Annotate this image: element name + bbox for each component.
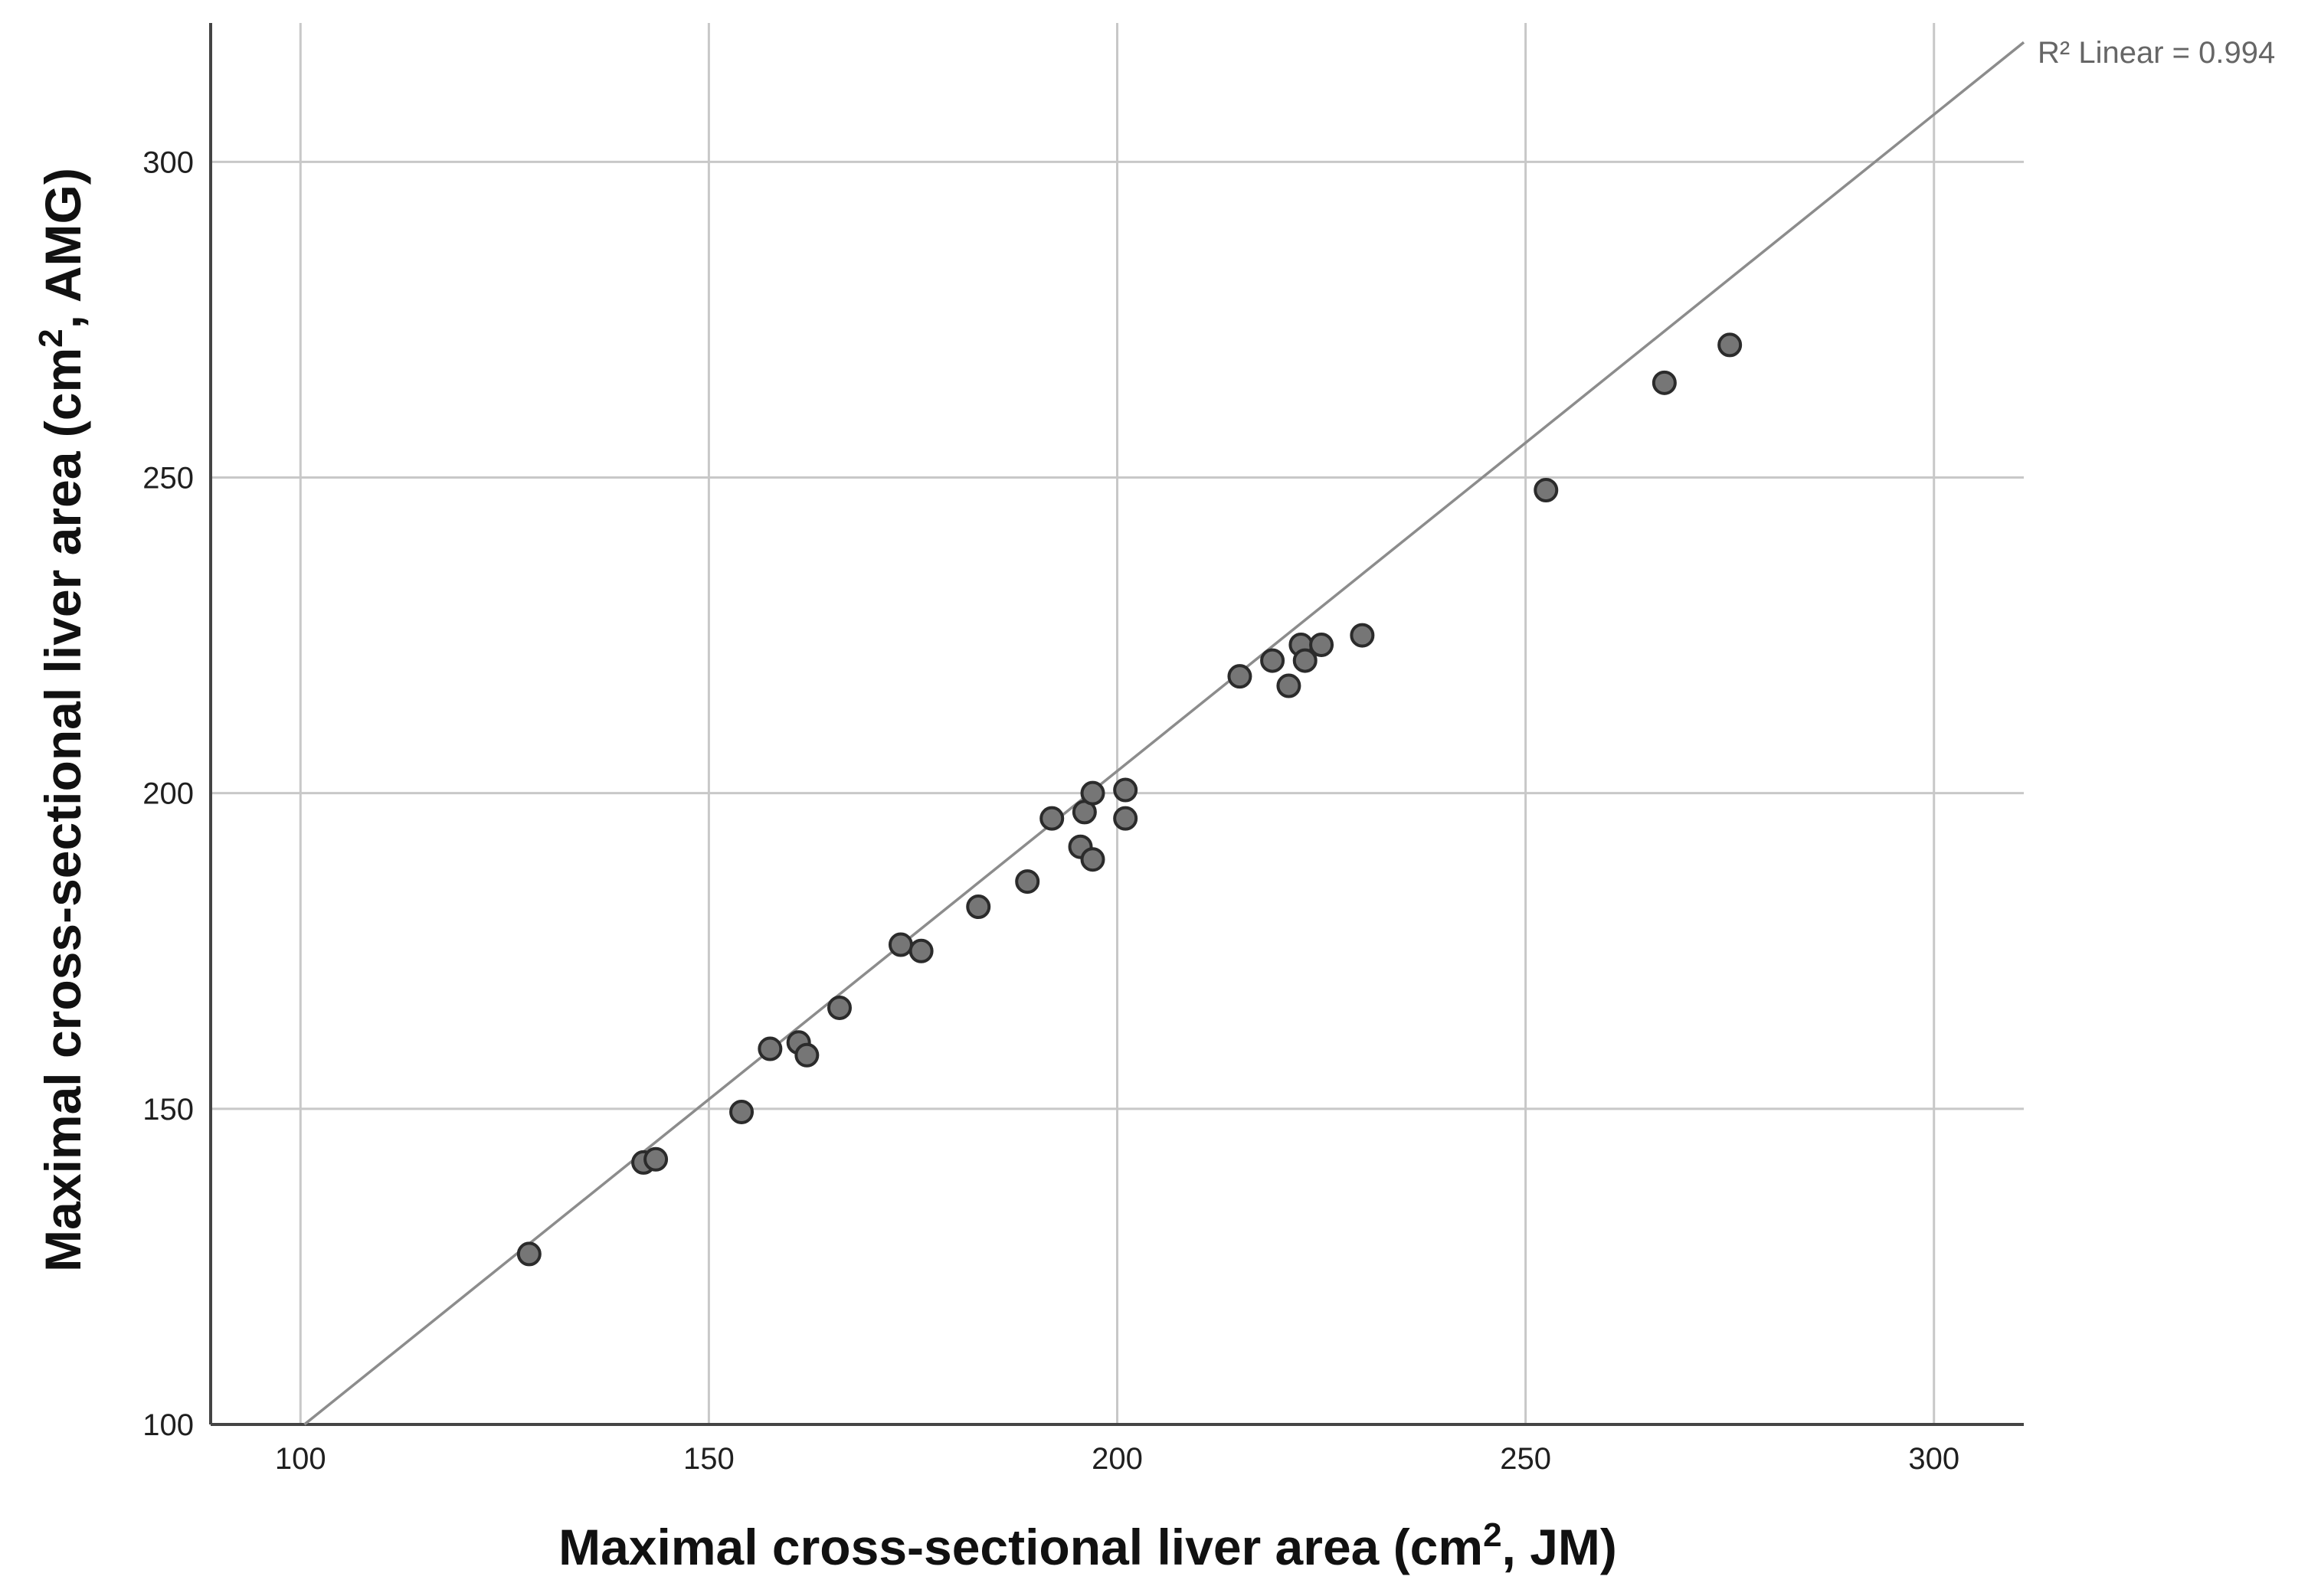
y-axis-title-prefix: Maximal cross-sectional liver area (cm	[34, 348, 91, 1272]
data-point	[1080, 780, 1105, 806]
x-axis-title-prefix: Maximal cross-sectional liver area (cm	[558, 1519, 1483, 1575]
data-point	[794, 1042, 820, 1068]
x-tick-label: 150	[683, 1442, 735, 1476]
data-points	[516, 332, 1743, 1267]
y-tick-label: 150	[142, 1093, 194, 1127]
x-axis-title: Maximal cross-sectional liver area (cm2,…	[558, 1516, 1617, 1575]
x-tick-label: 300	[1908, 1442, 1959, 1476]
grid-lines	[211, 23, 2024, 1426]
data-point	[1309, 632, 1334, 657]
data-point	[1113, 806, 1138, 831]
data-point	[758, 1036, 783, 1061]
data-point	[1350, 623, 1375, 648]
data-point	[908, 938, 934, 963]
data-point	[1113, 777, 1138, 803]
data-point	[1080, 847, 1105, 872]
data-point	[1276, 673, 1301, 698]
tick-labels: 100 150 200 250 300 100 150 200 250 300	[142, 146, 1959, 1476]
x-axis-title-sup: 2	[1483, 1516, 1501, 1554]
data-point	[1260, 648, 1285, 673]
data-point	[643, 1146, 669, 1172]
y-tick-label: 100	[142, 1408, 194, 1442]
x-tick-label: 250	[1500, 1442, 1551, 1476]
y-axis-title-sup: 2	[32, 329, 70, 347]
data-point	[1717, 332, 1743, 358]
data-point	[966, 894, 991, 920]
x-tick-label: 100	[275, 1442, 326, 1476]
x-axis-title-suffix: , JM)	[1502, 1519, 1617, 1575]
y-tick-label: 200	[142, 777, 194, 811]
axes	[209, 23, 2024, 1426]
data-point	[1292, 648, 1318, 673]
y-axis-title-suffix: , AMG)	[34, 168, 91, 329]
data-point	[729, 1099, 755, 1124]
data-point	[1227, 664, 1252, 689]
linear-fit-line	[303, 41, 2025, 1426]
y-tick-label: 300	[142, 146, 194, 179]
data-point	[1015, 869, 1040, 894]
y-axis-title: Maximal cross-sectional liver area (cm2,…	[32, 168, 91, 1272]
data-point	[1534, 478, 1559, 502]
data-point	[1652, 370, 1677, 395]
data-point	[888, 932, 913, 957]
fit-line-layer	[303, 41, 2025, 1426]
r2-annotation: R² Linear = 0.994	[2038, 36, 2275, 70]
data-point	[827, 995, 852, 1020]
data-point	[516, 1241, 542, 1267]
x-tick-label: 200	[1092, 1442, 1143, 1476]
data-point	[1039, 806, 1065, 831]
y-tick-label: 250	[142, 462, 194, 495]
